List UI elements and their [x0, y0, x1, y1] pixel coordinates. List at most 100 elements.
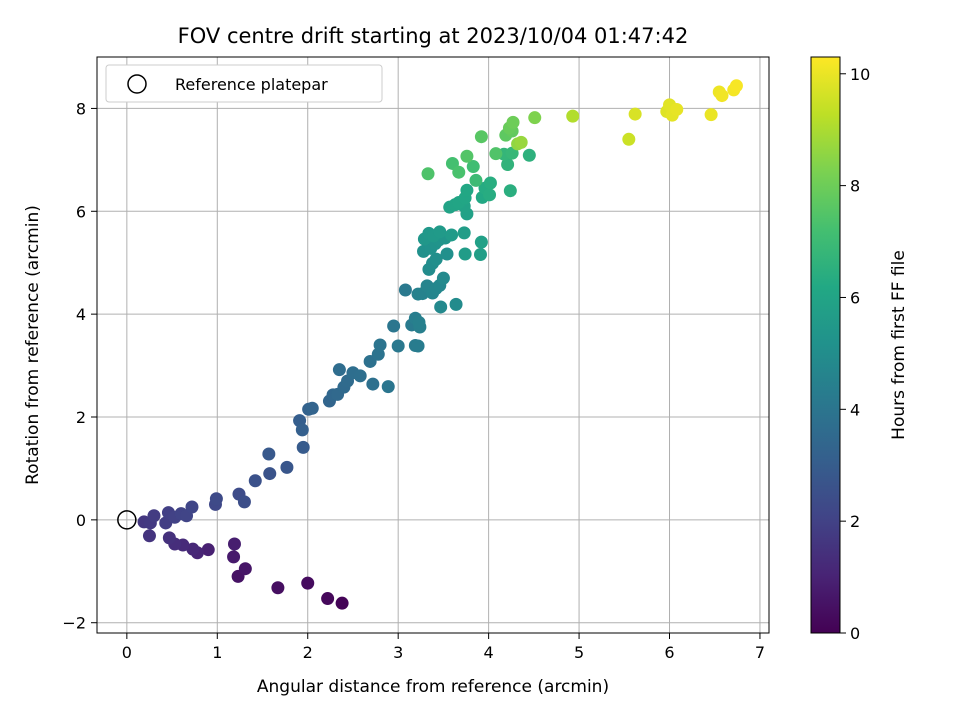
legend-entry: Reference platepar: [175, 75, 328, 94]
data-point: [301, 576, 315, 590]
data-point: [670, 102, 684, 116]
data-point: [227, 550, 241, 564]
data-point: [381, 380, 395, 394]
data-point: [449, 297, 463, 311]
data-point: [436, 271, 450, 285]
colorbar-tick-label: 2: [850, 512, 860, 531]
data-point: [466, 160, 480, 174]
data-point: [458, 247, 472, 261]
data-point: [335, 596, 349, 610]
data-point: [237, 495, 251, 509]
data-point: [162, 531, 176, 545]
data-point: [248, 474, 262, 488]
data-point: [715, 89, 729, 103]
data-point: [373, 338, 387, 352]
data-point: [460, 149, 474, 163]
data-point: [506, 115, 520, 129]
legend-box: [105, 64, 383, 103]
data-point: [271, 581, 285, 595]
data-point: [411, 339, 425, 353]
x-tick-label: 1: [212, 643, 222, 662]
data-point: [474, 235, 488, 249]
data-point: [460, 183, 474, 197]
data-point: [566, 109, 580, 123]
data-point: [473, 247, 487, 261]
y-tick-label: 4: [76, 305, 86, 324]
data-point: [429, 252, 443, 266]
data-point: [528, 111, 542, 125]
data-point: [452, 165, 466, 179]
plot-frame: [96, 56, 770, 634]
data-point: [440, 247, 454, 261]
data-point: [387, 319, 401, 333]
data-point: [433, 225, 447, 239]
colorbar: [810, 56, 841, 634]
y-tick-label: −2: [62, 614, 86, 633]
data-point: [469, 173, 483, 187]
data-point: [353, 369, 367, 383]
data-point: [501, 157, 515, 171]
data-point: [321, 592, 335, 606]
colorbar-tick-label: 0: [850, 624, 860, 643]
x-tick-label: 2: [303, 643, 313, 662]
x-tick-label: 7: [755, 643, 765, 662]
colorbar-tick-label: 6: [850, 288, 860, 307]
x-axis-label: Angular distance from reference (arcmin): [257, 677, 609, 697]
data-point: [489, 147, 503, 161]
colorbar-tick-label: 8: [850, 177, 860, 196]
data-point: [412, 315, 426, 329]
colorbar-ticks: 0 2 4 6 8 10: [840, 65, 870, 643]
colorbar-tick-label: 10: [850, 65, 870, 84]
data-point: [445, 228, 459, 242]
data-point: [628, 107, 642, 121]
data-point: [366, 377, 380, 391]
data-point: [238, 562, 252, 576]
data-point: [262, 447, 276, 461]
data-point: [729, 79, 743, 93]
x-tick-label: 5: [574, 643, 584, 662]
data-point: [147, 509, 161, 523]
y-axis-label: Rotation from reference (arcmin): [23, 205, 43, 485]
y-tick-label: 8: [76, 99, 86, 118]
data-point: [186, 542, 200, 556]
data-point: [263, 467, 277, 481]
data-point: [332, 363, 346, 377]
x-axis-ticks: 0 1 2 3 4 5 6 7: [122, 633, 765, 662]
x-tick-label: 4: [484, 643, 494, 662]
data-point: [280, 460, 294, 474]
chart-title: FOV centre drift starting at 2023/10/04 …: [178, 24, 689, 48]
data-point: [503, 184, 517, 198]
reference-marker: [117, 510, 137, 530]
data-point: [421, 167, 435, 181]
data-point: [142, 529, 156, 543]
legend-marker: [127, 74, 147, 94]
data-point: [474, 130, 488, 144]
y-axis-ticks: −2 0 2 4 6 8: [62, 99, 97, 633]
data-point: [434, 300, 448, 314]
x-tick-label: 3: [393, 643, 403, 662]
data-point: [209, 492, 223, 506]
data-point: [398, 283, 412, 297]
data-point: [185, 500, 199, 514]
data-point: [522, 148, 536, 162]
data-point: [305, 401, 319, 415]
x-tick-label: 0: [122, 643, 132, 662]
data-point: [622, 132, 636, 146]
colorbar-tick-label: 4: [850, 400, 860, 419]
grid: [97, 57, 769, 633]
data-point: [457, 226, 471, 240]
data-point: [201, 543, 215, 557]
legend: Reference platepar: [105, 64, 383, 103]
data-point: [391, 339, 405, 353]
colorbar-label: Hours from first FF file: [889, 250, 909, 440]
data-point: [227, 537, 241, 551]
data-points: [137, 79, 743, 610]
data-point: [704, 108, 718, 122]
data-point: [296, 440, 310, 454]
data-point: [483, 176, 497, 190]
data-point: [483, 188, 497, 202]
y-tick-label: 6: [76, 202, 86, 221]
y-tick-label: 2: [76, 408, 86, 427]
y-tick-label: 0: [76, 511, 86, 530]
